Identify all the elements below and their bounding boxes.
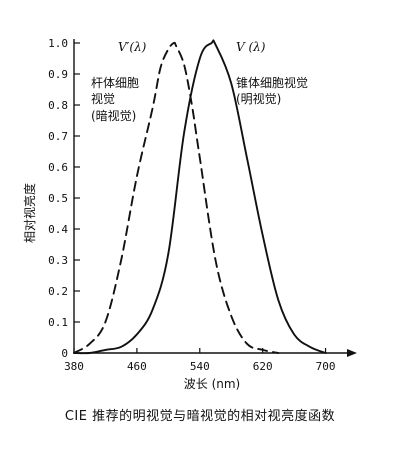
scotopic-label-line-1: 杆体细胞 (91, 76, 139, 90)
scotopic-series-name: V′(λ) (118, 40, 147, 54)
y-tick-label: 0.3 (48, 254, 68, 267)
x-ticks: 380 460 540 620 700 (64, 348, 335, 373)
figure-caption: CIE 推荐的明视觉与暗视觉的相对视亮度函数 (64, 409, 336, 424)
x-tick-label: 620 (253, 360, 273, 373)
x-tick-label: 700 (316, 360, 336, 373)
y-axis-label: 相对视亮度 (22, 183, 37, 243)
luminosity-chart: 0 0.1 0.2 0.3 0.4 0.5 0.6 0.7 0.8 0.9 1.0 380 460 54… (22, 37, 357, 391)
y-tick-label: 0.4 (48, 223, 68, 236)
x-axis-label: 波长 (nm) (184, 377, 240, 391)
y-tick-label: 0.5 (48, 192, 68, 205)
photopic-curve (73, 39, 327, 355)
y-tick-label: 0.2 (48, 285, 68, 298)
y-tick-label: 0.8 (48, 99, 68, 112)
series-layer (73, 39, 327, 355)
plot-area: 0 0.1 0.2 0.3 0.4 0.5 0.6 0.7 0.8 0.9 1.0 380 460 54… (48, 37, 357, 373)
y-ticks: 0 0.1 0.2 0.3 0.4 0.5 0.6 0.7 0.8 0.9 1.0 (48, 37, 80, 360)
y-tick-label: 0.6 (48, 161, 68, 174)
y-tick-label: 0 (61, 347, 68, 360)
photopic-label-line-2: (明视觉) (236, 91, 281, 106)
y-tick-label: 0.9 (48, 68, 68, 81)
x-tick-label: 460 (127, 360, 147, 373)
y-tick-label: 1.0 (48, 37, 68, 50)
photopic-label-line-1: 锥体细胞视觉 (236, 75, 308, 90)
x-axis-arrow (347, 349, 357, 357)
y-tick-label: 0.1 (48, 316, 68, 329)
photopic-series-name: V (λ) (236, 40, 266, 54)
scotopic-curve (73, 41, 280, 354)
y-tick-label: 0.7 (48, 130, 68, 143)
scotopic-label-line-2: 视觉 (91, 91, 115, 106)
x-tick-label: 380 (64, 360, 84, 373)
x-tick-label: 540 (190, 360, 210, 373)
scotopic-label-line-3: (暗视觉) (91, 108, 136, 123)
